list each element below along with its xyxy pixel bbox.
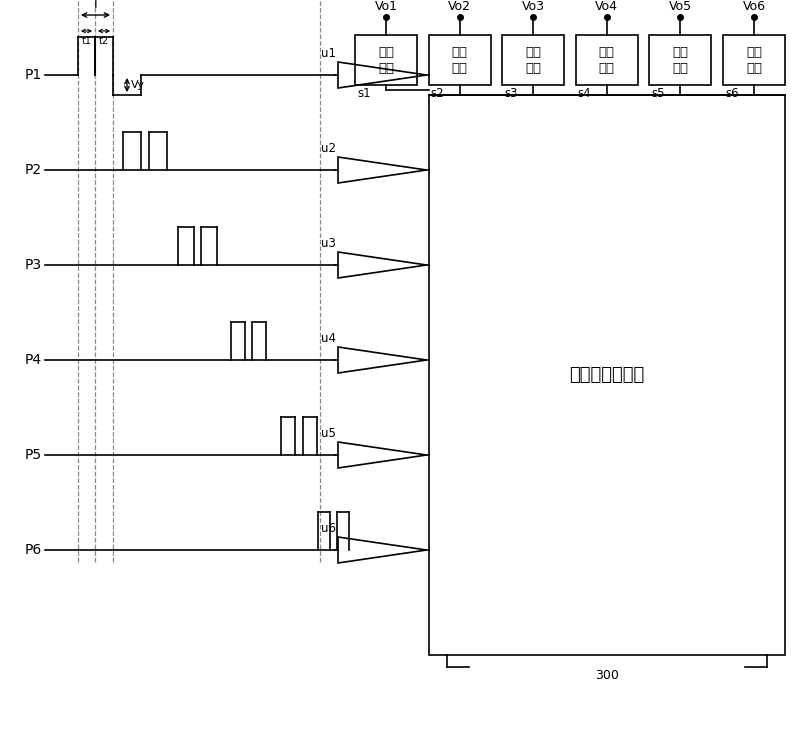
Bar bbox=[355, 35, 417, 85]
Bar bbox=[650, 35, 711, 85]
Text: P2: P2 bbox=[25, 163, 42, 177]
Text: s5: s5 bbox=[651, 87, 665, 100]
Bar bbox=[429, 35, 490, 85]
Text: P6: P6 bbox=[25, 543, 42, 557]
Text: T: T bbox=[92, 0, 99, 11]
Text: P4: P4 bbox=[25, 353, 42, 367]
Text: P1: P1 bbox=[25, 68, 42, 82]
Text: Vo6: Vo6 bbox=[742, 0, 766, 13]
Text: Vo2: Vo2 bbox=[448, 0, 471, 13]
Text: u2: u2 bbox=[321, 142, 336, 155]
Text: Vo4: Vo4 bbox=[595, 0, 618, 13]
Text: 感测
电路: 感测 电路 bbox=[451, 46, 467, 74]
Text: s2: s2 bbox=[430, 87, 444, 100]
Text: u6: u6 bbox=[321, 522, 336, 535]
Text: u4: u4 bbox=[321, 332, 336, 345]
Bar bbox=[576, 35, 638, 85]
Bar bbox=[429, 95, 785, 655]
Text: s3: s3 bbox=[504, 87, 518, 100]
Text: s6: s6 bbox=[725, 87, 738, 100]
Text: s4: s4 bbox=[578, 87, 591, 100]
Text: 电容式触控面板: 电容式触控面板 bbox=[569, 366, 645, 384]
Text: s1: s1 bbox=[357, 87, 370, 100]
Text: 感测
电路: 感测 电路 bbox=[598, 46, 614, 74]
Text: 感测
电路: 感测 电路 bbox=[746, 46, 762, 74]
Text: Vo3: Vo3 bbox=[522, 0, 545, 13]
Text: 感测
电路: 感测 电路 bbox=[672, 46, 688, 74]
Text: u5: u5 bbox=[321, 427, 336, 440]
Text: 感测
电路: 感测 电路 bbox=[378, 46, 394, 74]
Text: Vo1: Vo1 bbox=[374, 0, 398, 13]
Text: u1: u1 bbox=[321, 47, 336, 60]
Text: 感测
电路: 感测 电路 bbox=[526, 46, 542, 74]
Text: 300: 300 bbox=[595, 669, 618, 682]
Text: Vy: Vy bbox=[131, 80, 145, 90]
Bar bbox=[723, 35, 785, 85]
Text: Vo5: Vo5 bbox=[669, 0, 692, 13]
Bar bbox=[502, 35, 564, 85]
Text: t1: t1 bbox=[82, 36, 91, 46]
Text: P3: P3 bbox=[25, 258, 42, 272]
Text: u3: u3 bbox=[321, 237, 336, 250]
Text: t2: t2 bbox=[99, 36, 109, 46]
Text: P5: P5 bbox=[25, 448, 42, 462]
